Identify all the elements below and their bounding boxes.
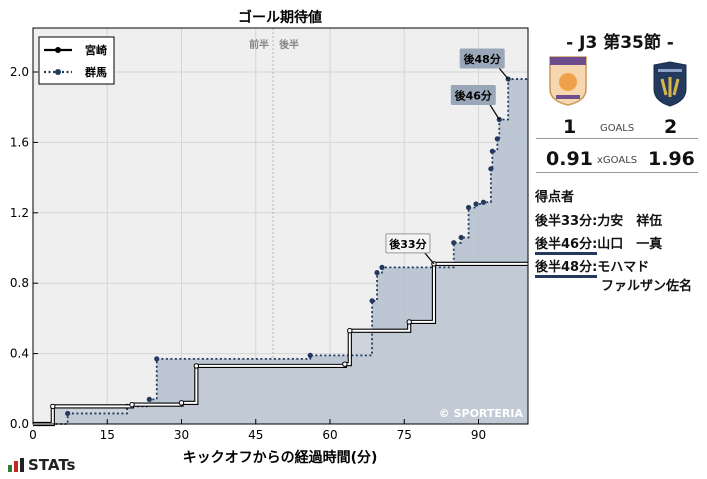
x-tick-label: 0 [29, 428, 37, 442]
away-shot-point [154, 356, 160, 362]
x-axis-label: キックオフからの経過時間(分) [183, 449, 378, 466]
scorer-item: 後半46分:山口 一真 [535, 233, 662, 255]
xg-row: 0.91 xGOALS 1.96 [536, 148, 698, 173]
annotation-box [450, 85, 496, 106]
y-tick-label: 1.2 [10, 206, 29, 220]
away-shot-point [458, 234, 464, 241]
home-shot-point [406, 319, 412, 325]
y-tick-label: 1.6 [10, 135, 29, 149]
legend-marker [55, 47, 61, 53]
series-fills [33, 79, 528, 424]
watermark: © SPORTERIA [439, 407, 524, 420]
xg-label: xGOALS [597, 155, 638, 166]
series-fill-0 [33, 263, 528, 424]
annotation-box [385, 233, 431, 254]
annotation-leader [497, 66, 509, 80]
half-divider: 前半 後半 [249, 28, 299, 424]
scorers-title: 得点者 [535, 190, 575, 205]
home-score: 1 [563, 116, 577, 138]
xg-chart: ゴール期待値 前半 後半 0 15 30 45 60 75 90 0.0 0.4 0.8 1.2 1.6… [10, 9, 529, 466]
away-score: 2 [664, 116, 678, 138]
away-shot-point [307, 352, 313, 358]
away-shot-point [466, 204, 472, 211]
x-tick-label: 15 [100, 428, 115, 442]
brand-logo: STATs [8, 456, 75, 474]
annotation-label: 後33分 [389, 237, 426, 251]
annotation-leader [488, 103, 500, 120]
annotations: 後33分 後46分 後48分 [385, 48, 509, 265]
x-tick-label: 45 [248, 428, 263, 442]
away-shot-point [379, 264, 385, 270]
home-shot-point [50, 403, 56, 410]
goals-label: GOALS [600, 123, 635, 134]
y-tick-label: 0.4 [10, 347, 29, 361]
first-half-label: 前半 [249, 38, 269, 51]
scorer-item: 後半33分:力安 祥伍 [535, 210, 662, 231]
annotation-box [459, 48, 505, 69]
y-tick-label: 0.0 [10, 417, 29, 431]
brand-label: STATs [28, 456, 76, 474]
x-tick-label: 75 [397, 428, 412, 442]
home-shot-point [129, 401, 135, 408]
home-xg: 0.91 [546, 148, 593, 170]
scorer-name: モハマド [597, 260, 650, 275]
away-shot-point [488, 166, 494, 172]
home-shot-point [347, 328, 353, 334]
scorer-time: 後半48分: [535, 256, 598, 278]
goals-row: 1 GOALS 2 [536, 116, 698, 139]
away-xg: 1.96 [648, 148, 695, 170]
chart-title: ゴール期待値 [238, 9, 322, 26]
away-shot-point [65, 410, 71, 417]
x-tick-label: 60 [322, 428, 337, 442]
away-shot-point [494, 136, 500, 142]
series-line-home [33, 262, 528, 425]
annotation-label: 後46分 [455, 89, 492, 103]
away-shot-point [480, 199, 487, 205]
annotation: 後46分 [450, 85, 500, 120]
scorer-name-line2: ファルザン佐名 [601, 279, 693, 294]
scorer-name: 力安 祥伍 [597, 214, 663, 229]
legend-box [38, 36, 115, 85]
scorer-name: 山口 一真 [597, 237, 663, 252]
home-shot-point [342, 361, 348, 367]
annotation: 後48分 [459, 48, 509, 80]
second-half-label: 後半 [279, 38, 299, 51]
away-shot-point [451, 240, 457, 246]
scorer-item: 後半48分:モハマド ファルザン佐名 [535, 256, 692, 294]
away-shot-point [369, 298, 375, 304]
annotation-leader [423, 251, 435, 265]
axis-ticks: 0 15 30 45 60 75 90 0.0 0.4 0.8 1.2 1.6 2.0 [10, 65, 486, 442]
home-shot-point [193, 363, 200, 369]
away-shot-point [489, 148, 495, 154]
match-title: - J3 第35節 - [566, 33, 674, 53]
home-shot-point [178, 400, 185, 406]
bar-chart-icon [8, 458, 24, 472]
x-tick-label: 30 [174, 428, 189, 442]
scorer-time: 後半46分: [535, 233, 598, 255]
x-tick-label: 90 [471, 428, 486, 442]
legend-label: 宮崎 [85, 43, 107, 57]
legend-label: 群馬 [84, 65, 107, 79]
y-tick-label: 0.8 [10, 276, 29, 290]
home-crest-icon [549, 56, 587, 106]
scorer-time: 後半33分: [535, 210, 598, 231]
legend-marker [55, 69, 61, 75]
away-shot-point [374, 270, 380, 276]
annotation: 後33分 [385, 233, 435, 265]
annotation-label: 後48分 [464, 52, 501, 66]
plot-frame [32, 27, 529, 425]
away-crest-icon [653, 61, 687, 107]
y-tick-label: 2.0 [10, 65, 29, 79]
away-shot-point [146, 396, 152, 402]
away-shot-point [473, 201, 479, 207]
